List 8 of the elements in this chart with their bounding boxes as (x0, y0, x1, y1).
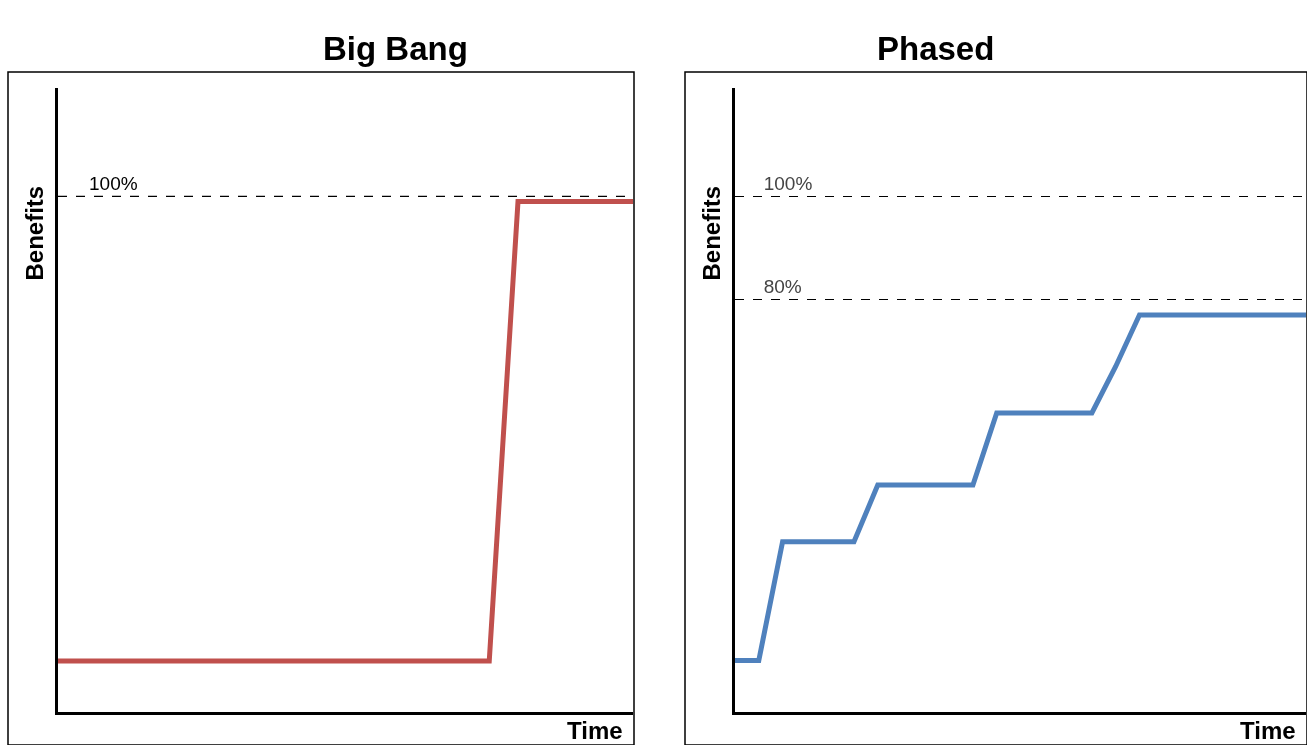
x-axis-title: Time (567, 717, 623, 744)
y-tick-label: 80% (763, 275, 802, 297)
x-axis-title: Time (1240, 717, 1296, 744)
y-axis-title: Benefits (20, 185, 48, 281)
chart-title: Phased (877, 30, 995, 67)
y-axis-title: Benefits (697, 185, 725, 281)
chart-title: Big Bang (323, 30, 468, 67)
text: 100% (89, 173, 138, 194)
